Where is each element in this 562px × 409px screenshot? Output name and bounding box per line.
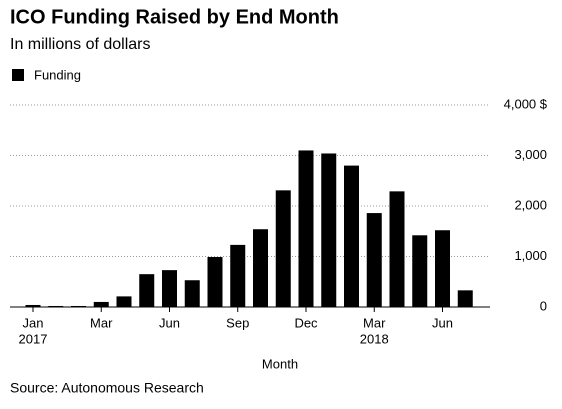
bar: [298, 150, 314, 307]
bar: [389, 191, 405, 307]
bar: [184, 280, 200, 307]
bar: [93, 301, 109, 307]
bar: [253, 229, 268, 307]
x-tick-label: Mar: [363, 315, 386, 330]
y-tick-label: 1,000: [514, 248, 547, 263]
legend-swatch: [12, 69, 24, 81]
chart-subtitle: In millions of dollars: [10, 36, 151, 53]
x-tick-label: Mar: [90, 315, 113, 330]
chart-title: ICO Funding Raised by End Month: [10, 6, 339, 28]
bar: [139, 274, 155, 307]
x-year-label: 2018: [360, 331, 389, 346]
y-tick-label: 4,000 $: [504, 96, 548, 111]
x-tick-label: Jun: [432, 315, 453, 330]
bar: [435, 230, 450, 307]
x-tick-label: Jan: [23, 315, 44, 330]
bar: [48, 305, 64, 307]
source: Source: Autonomous Research: [10, 380, 204, 396]
bar: [321, 153, 337, 307]
bar: [25, 304, 41, 307]
y-tick-label: 0: [540, 298, 547, 313]
bar: [71, 305, 86, 307]
legend-label: Funding: [34, 67, 81, 82]
x-year-label: 2017: [19, 331, 48, 346]
bar: [162, 270, 177, 307]
y-tick-label: 2,000: [514, 197, 547, 212]
bar: [412, 235, 428, 307]
bar: [344, 165, 359, 307]
x-tick-label: Jun: [159, 315, 180, 330]
bar: [366, 213, 382, 307]
bar: [457, 290, 473, 307]
bar: [207, 257, 223, 307]
y-tick-label: 3,000: [514, 147, 547, 162]
x-axis-label: Month: [262, 356, 298, 371]
bar: [116, 296, 132, 307]
x-tick-label: Dec: [294, 315, 318, 330]
bar: [230, 244, 246, 307]
x-tick-label: Sep: [226, 315, 249, 330]
bar: [275, 190, 291, 307]
